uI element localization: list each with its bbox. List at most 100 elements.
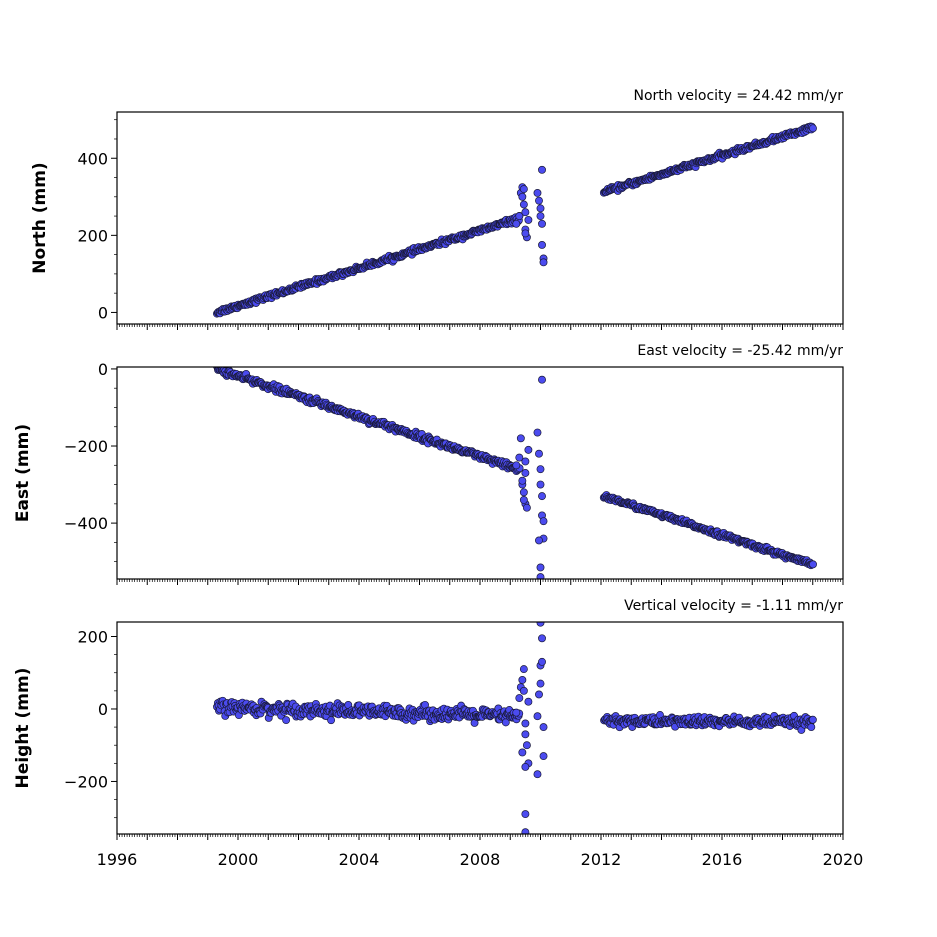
data-point [539,258,548,267]
x-tick-label: 2000 [218,850,259,869]
x-tick-label: 2008 [460,850,501,869]
data-point [536,480,545,489]
data-point [521,208,530,217]
data-point [518,192,527,201]
data-point [535,196,543,205]
y-tick-label: −200 [64,772,108,791]
data-point [536,204,545,213]
data-point [535,690,543,699]
data-point [533,428,542,437]
data-point [535,536,543,545]
data-point [521,457,530,466]
y-tick-label: 200 [77,627,108,646]
y-axis-ticks [111,368,117,563]
y-axis-ticks [111,119,117,313]
data-point [524,215,533,224]
panel-east-title: East velocity = -25.42 mm/yr [637,343,843,359]
data-point [521,763,530,771]
data-point [327,716,336,725]
data-point [518,748,527,757]
data-point [538,492,546,501]
panel-north-plot-area: 0 200 400 [77,111,844,330]
data-point [809,560,817,569]
data-point [519,185,528,194]
panel-height-title: Vertical velocity = -1.11 mm/yr [624,598,843,614]
x-axis-ticks [116,579,844,585]
data-point [538,219,546,228]
data-point [516,434,525,443]
outlier-point [536,573,545,579]
panel-north-ylabel: North (mm) [30,162,50,273]
y-tick-label: 400 [77,149,108,168]
data-point [808,715,817,724]
x-tick-label: 2012 [581,850,622,869]
data-point [521,469,530,477]
panel-height-ylabel: Height (mm) [13,668,33,789]
panel-north: North velocity = 24.42 mm/yr North (mm) … [30,88,844,330]
data-point [533,770,542,779]
x-tick-label: 2016 [702,850,743,869]
x-tick-label: 2020 [823,850,864,869]
data-point [522,741,531,750]
data-point [521,229,530,238]
data-point [515,212,524,221]
data-point [282,716,291,725]
data-point [512,219,521,228]
data-point [519,665,528,674]
data-point [519,686,528,695]
y-tick-label: 200 [77,226,108,245]
panel-east-ylabel: East (mm) [13,424,33,522]
data-point [538,241,546,249]
y-tick-label: −400 [64,514,108,533]
data-point [515,694,524,703]
data-point [807,723,816,732]
data-point [518,676,527,684]
data-points [213,367,817,579]
outlier-point [538,165,546,174]
data-point [515,453,524,462]
data-point [536,563,545,572]
panel-east-plot-area: 0 −200 −400 [64,360,844,585]
y-tick-label: 0 [98,360,108,379]
data-point [519,488,528,497]
data-point [535,449,543,458]
data-point [518,476,527,485]
y-tick-label: 0 [98,303,108,322]
data-point [512,461,521,470]
data-point [536,212,545,221]
x-tick-label: 2004 [339,850,380,869]
data-point [521,719,530,728]
data-point [519,200,528,209]
y-axis-ticks [111,635,117,819]
data-point [522,503,531,512]
data-point [809,124,817,133]
data-point [512,708,521,717]
data-points [213,622,817,834]
y-tick-label: 0 [98,700,108,719]
outlier-point [536,622,545,627]
x-axis-ticks [116,324,844,330]
data-point [533,188,542,197]
data-point [536,679,545,688]
data-point [521,810,530,819]
data-point [536,465,545,474]
panel-height: Vertical velocity = -1.11 mm/yr Height (… [13,598,863,869]
y-tick-label: −200 [64,437,108,456]
data-point [539,517,548,526]
x-tick-label: 1996 [97,850,138,869]
data-point [524,697,533,706]
data-points [212,122,817,318]
data-point [519,496,528,504]
data-point [538,634,546,643]
panel-north-title: North velocity = 24.42 mm/yr [633,88,843,104]
x-axis-ticks [116,834,844,840]
data-point [524,445,533,454]
data-point [521,730,530,739]
data-point [533,712,542,721]
outlier-point [521,828,530,834]
data-point [538,657,546,666]
data-point [539,723,548,732]
panel-east: East velocity = -25.42 mm/yr East (mm) 0… [13,343,844,585]
